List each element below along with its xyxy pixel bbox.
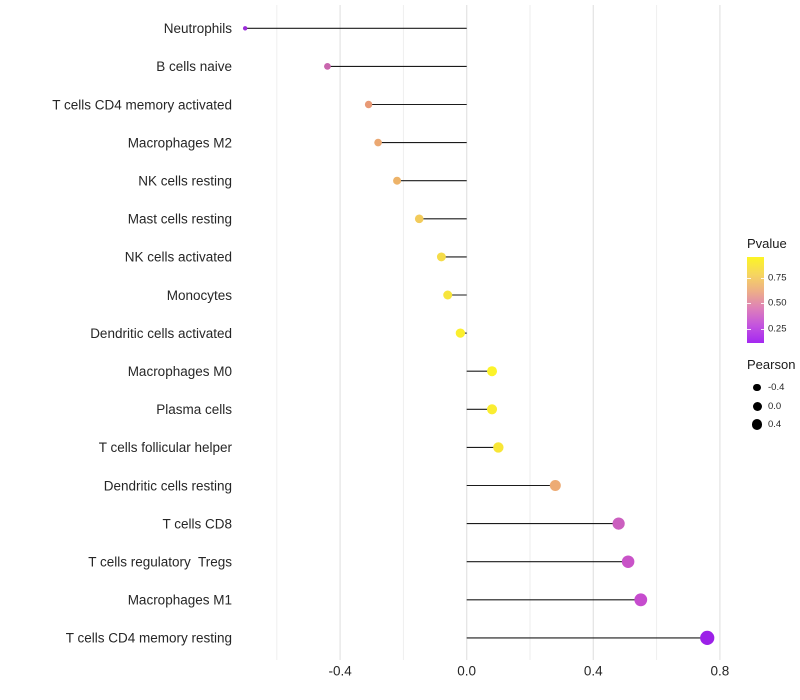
pearson-legend-dot-icon: [752, 401, 762, 411]
y-axis-label: Plasma cells: [156, 402, 232, 417]
pvalue-colorbar-tick-label: 0.25: [768, 323, 787, 334]
pearson-legend-label: -0.4: [768, 381, 785, 393]
x-axis-tick-label: 0.4: [584, 664, 603, 679]
lollipop-point: [549, 480, 561, 491]
y-axis-label: T cells regulatory Tregs: [88, 555, 232, 570]
pvalue-colorbar-tick: [760, 277, 764, 279]
pvalue-colorbar-tick-label: 0.75: [768, 272, 787, 283]
pearson-legend-entry: -0.4: [747, 378, 800, 397]
y-axis-label: Mast cells resting: [128, 212, 232, 227]
y-axis-label: Dendritic cells resting: [104, 478, 232, 493]
lollipop-point: [612, 517, 625, 530]
y-axis-label: T cells follicular helper: [99, 440, 233, 455]
x-axis-tick-label: 0.0: [457, 664, 476, 679]
lollipop-point: [455, 328, 466, 338]
lollipop-point: [324, 63, 331, 70]
pearson-size-legend: Pearson -0.4 0.0 0.4: [747, 357, 800, 434]
y-axis-label: T cells CD8: [162, 516, 232, 531]
pvalue-colorbar-tick: [760, 303, 764, 304]
y-axis-label: Macrophages M1: [128, 593, 232, 608]
lollipop-point: [487, 366, 498, 377]
y-axis-label: NK cells resting: [138, 174, 232, 189]
x-axis-tick-label: -0.4: [328, 664, 352, 679]
pearson-legend-dot-cell: [747, 401, 767, 411]
lollipop-point: [634, 593, 648, 607]
y-axis-label: Macrophages M2: [128, 135, 232, 150]
y-axis-label: Monocytes: [167, 288, 233, 303]
y-axis-label: B cells naive: [156, 59, 232, 74]
pearson-legend-entry: 0.0: [747, 397, 800, 416]
y-axis-label: T cells CD4 memory activated: [52, 97, 232, 112]
lollipop-point: [242, 26, 248, 31]
y-axis-label: T cells CD4 memory resting: [66, 631, 232, 646]
lollipop-point: [621, 555, 635, 568]
pvalue-colorbar-tick: [747, 277, 751, 279]
x-axis-tick-label: 0.8: [711, 664, 730, 679]
lollipop-point: [443, 290, 453, 300]
pvalue-colorbar-tick-label: 0.50: [768, 297, 787, 309]
lollipop-point: [364, 100, 373, 109]
lollipop-point: [374, 138, 382, 147]
pearson-legend-label: 0.0: [768, 400, 782, 412]
pearson-legend-entry: 0.4: [747, 415, 800, 434]
pvalue-legend: Pvalue 0.75 0.50 0.25: [747, 236, 800, 343]
y-axis-label: NK cells activated: [125, 250, 232, 265]
y-axis-label: Neutrophils: [164, 21, 233, 36]
pvalue-legend-title: Pvalue: [747, 236, 787, 251]
lollipop-point: [700, 630, 715, 646]
lollipop-point: [414, 214, 424, 224]
pearson-legend-label: 0.4: [768, 419, 782, 431]
pearson-legend-dot-cell: [747, 419, 767, 430]
lollipop-point: [493, 442, 504, 453]
lollipop-point: [393, 176, 402, 185]
y-axis-label: Dendritic cells activated: [90, 326, 232, 341]
pearson-legend-dot-cell: [747, 383, 767, 391]
lollipop-point: [486, 404, 498, 415]
lollipop-point: [436, 252, 446, 262]
pvalue-colorbar: [747, 257, 764, 343]
pearson-legend-dot-icon: [751, 419, 763, 430]
pvalue-colorbar-tick: [747, 328, 751, 330]
y-axis-label: Macrophages M0: [128, 364, 232, 379]
pvalue-colorbar-tick: [747, 303, 751, 304]
pvalue-colorbar-tick: [760, 328, 764, 330]
pearson-legend-dot-icon: [753, 383, 761, 391]
pearson-legend-title: Pearson: [747, 357, 796, 372]
